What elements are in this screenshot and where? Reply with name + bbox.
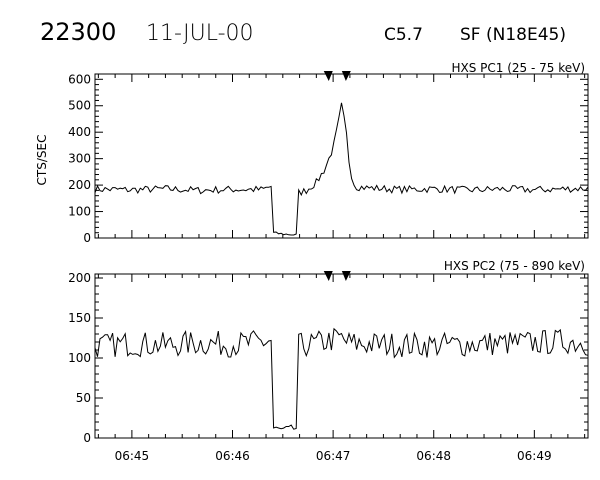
series-line (94, 102, 589, 236)
event-id: 22300 (40, 18, 116, 46)
y-tick-label: 200 (68, 178, 91, 192)
y-tick-label: 150 (68, 311, 91, 325)
panel-pc1-label: HXS PC1 (25 - 75 keV) (451, 61, 585, 75)
x-tick-label: 06:49 (517, 449, 552, 463)
time-marker (341, 271, 351, 281)
y-tick-label: 100 (68, 205, 91, 219)
y-tick-label: 500 (68, 99, 91, 113)
plot-frame (94, 273, 589, 439)
panel-pc2: HXS PC2 (75 - 890 keV) 0 50 100 150 200 06:45… (68, 259, 589, 463)
y-tick-label: 600 (68, 72, 91, 86)
y-tick-label: 50 (76, 391, 91, 405)
x-tick-label: 06:48 (416, 449, 451, 463)
x-tick-label: 06:47 (316, 449, 351, 463)
flare-class: C5.7 (384, 25, 423, 45)
panel-pc2-label: HXS PC2 (75 - 890 keV) (444, 259, 585, 273)
event-date: 11-JUL-00 (146, 21, 254, 46)
y-tick-label: 200 (68, 271, 91, 285)
x-tick-label: 06:46 (215, 449, 250, 463)
flare-location: SF (N18E45) (460, 25, 566, 45)
x-tick-label: 06:45 (115, 449, 150, 463)
y-tick-label: 0 (83, 231, 91, 245)
time-marker (323, 271, 333, 281)
time-marker (323, 71, 333, 81)
y-tick-label: 0 (83, 431, 91, 445)
y-axis-label: CTS/SEC (35, 135, 49, 186)
time-marker (341, 71, 351, 81)
y-tick-label: 300 (68, 152, 91, 166)
plot-frame (94, 73, 589, 239)
y-tick-label: 100 (68, 351, 91, 365)
series-line (94, 327, 589, 430)
y-tick-label: 400 (68, 125, 91, 139)
panel-pc1: HXS PC1 (25 - 75 keV) CTS/SEC 0 100 200 300… (35, 61, 589, 245)
